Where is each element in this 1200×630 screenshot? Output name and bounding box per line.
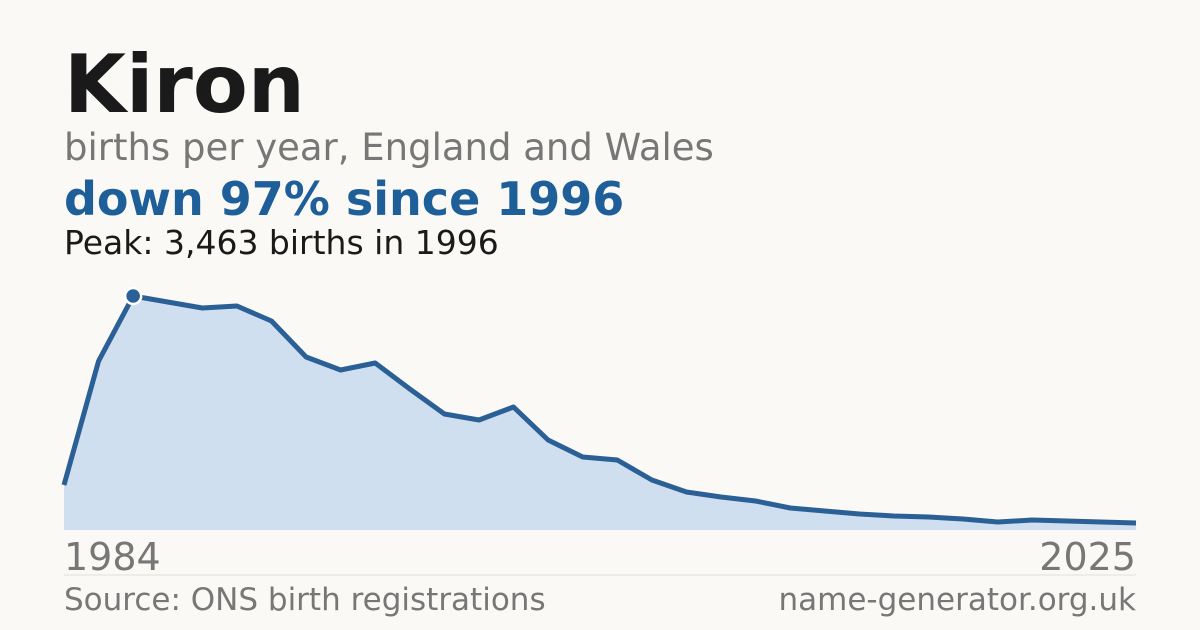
headline: down 97% since 1996 bbox=[64, 172, 624, 226]
chart-subtitle: births per year, England and Wales bbox=[64, 126, 714, 169]
peak-note: Peak: 3,463 births in 1996 bbox=[64, 223, 499, 262]
site: name-generator.org.uk bbox=[779, 582, 1137, 618]
peak-marker bbox=[123, 286, 143, 306]
area bbox=[64, 296, 1136, 530]
x-end-label: 2025 bbox=[1039, 535, 1136, 579]
chart-title: Kiron bbox=[64, 38, 305, 131]
source: Source: ONS birth registrations bbox=[64, 582, 546, 618]
x-start-label: 1984 bbox=[64, 535, 161, 579]
line bbox=[61, 293, 1137, 526]
